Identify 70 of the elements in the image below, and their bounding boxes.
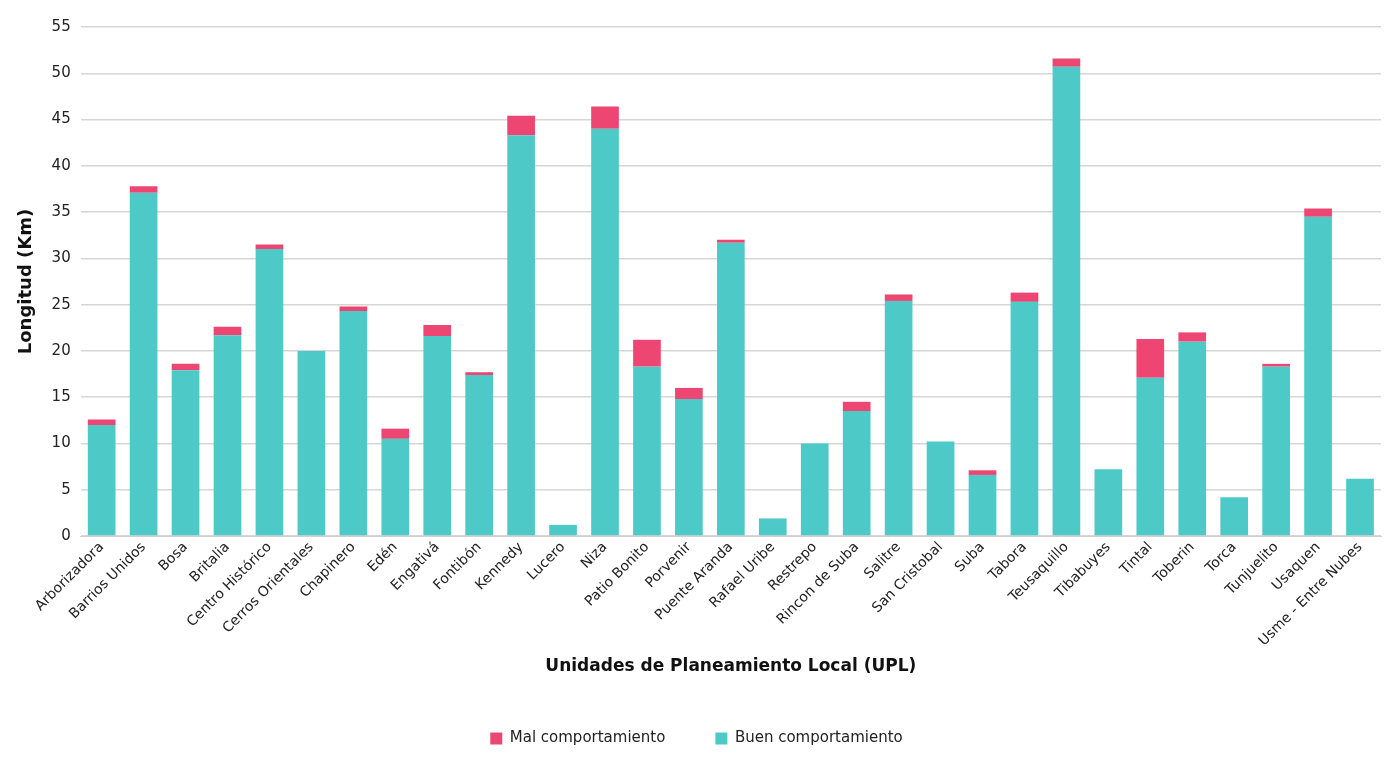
bar: [884, 294, 913, 301]
bar: [591, 106, 619, 129]
bar: [1010, 301, 1039, 536]
x-axis-title: Unidades de Planeamiento Local (UPL): [545, 655, 917, 676]
bar: [1136, 338, 1165, 378]
y-tick-label: 50: [51, 63, 71, 82]
y-tick-label: 55: [51, 16, 71, 35]
bar: [507, 135, 535, 536]
y-tick-label: 30: [51, 248, 71, 267]
bar: [255, 249, 284, 536]
bar: [297, 350, 326, 536]
legend-label: Mal comportamiento: [509, 728, 666, 747]
bar: [255, 244, 284, 250]
y-tick-label: 40: [51, 155, 71, 174]
y-axis-title: Longitud (Km): [14, 208, 36, 355]
bar: [465, 372, 494, 375]
bar: [1304, 216, 1332, 536]
legend-label: Buen comportamiento: [734, 728, 903, 747]
bar: [171, 370, 200, 536]
y-tick-label: 35: [51, 201, 71, 220]
bar: [507, 115, 535, 136]
bar: [800, 443, 829, 536]
bar: [675, 399, 703, 536]
y-tick-label: 25: [51, 294, 71, 313]
bar: [423, 336, 452, 536]
y-tick-label: 10: [51, 433, 71, 452]
bar: [171, 363, 200, 371]
bar: [633, 366, 661, 536]
bar: [381, 438, 410, 536]
y-tick-label: 20: [51, 340, 71, 359]
bar: [339, 311, 368, 536]
bar: [884, 300, 913, 536]
bar: [1094, 469, 1123, 536]
y-tick-label: 45: [51, 109, 71, 128]
bar: [129, 192, 158, 536]
bar: [633, 339, 661, 367]
bar: [968, 470, 997, 475]
bar: [591, 128, 619, 536]
bar: [87, 419, 116, 425]
y-tick-label: 5: [61, 479, 71, 498]
bar: [87, 424, 116, 536]
bar: [465, 374, 494, 536]
bar: [1010, 292, 1039, 302]
bar: [423, 325, 452, 337]
bar: [1052, 58, 1081, 67]
bar: [717, 239, 745, 243]
bar: [549, 524, 577, 536]
bar: [842, 411, 871, 536]
bar: [1178, 332, 1207, 342]
y-tick-label: 0: [61, 525, 71, 544]
bar: [968, 474, 997, 536]
bar: [1262, 363, 1290, 367]
bar: [842, 401, 871, 412]
bar: [129, 186, 158, 193]
bar: [926, 441, 955, 536]
y-tick-label: 15: [51, 387, 71, 406]
bar: [1346, 478, 1374, 536]
bar: [717, 242, 745, 536]
bar: [1178, 341, 1207, 536]
bar: [758, 518, 787, 536]
bar: [381, 428, 410, 439]
bar: [1052, 66, 1081, 536]
bar: [213, 335, 242, 536]
bar: [675, 387, 703, 400]
bar: [1136, 377, 1165, 536]
bar: [213, 326, 242, 336]
bar: [339, 306, 368, 312]
bar: [1220, 497, 1249, 536]
bar: [1304, 208, 1332, 217]
bar: [1262, 366, 1290, 536]
